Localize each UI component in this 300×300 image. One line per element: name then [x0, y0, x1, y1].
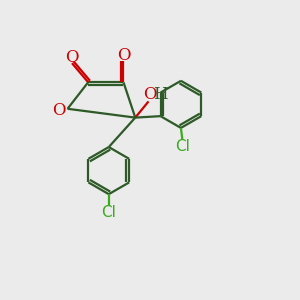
Text: Cl: Cl	[101, 205, 116, 220]
Text: Cl: Cl	[175, 139, 190, 154]
Text: O: O	[117, 47, 130, 64]
Text: O: O	[64, 49, 78, 66]
Text: O: O	[52, 102, 66, 119]
Text: H: H	[153, 85, 168, 103]
Text: O: O	[143, 85, 157, 103]
